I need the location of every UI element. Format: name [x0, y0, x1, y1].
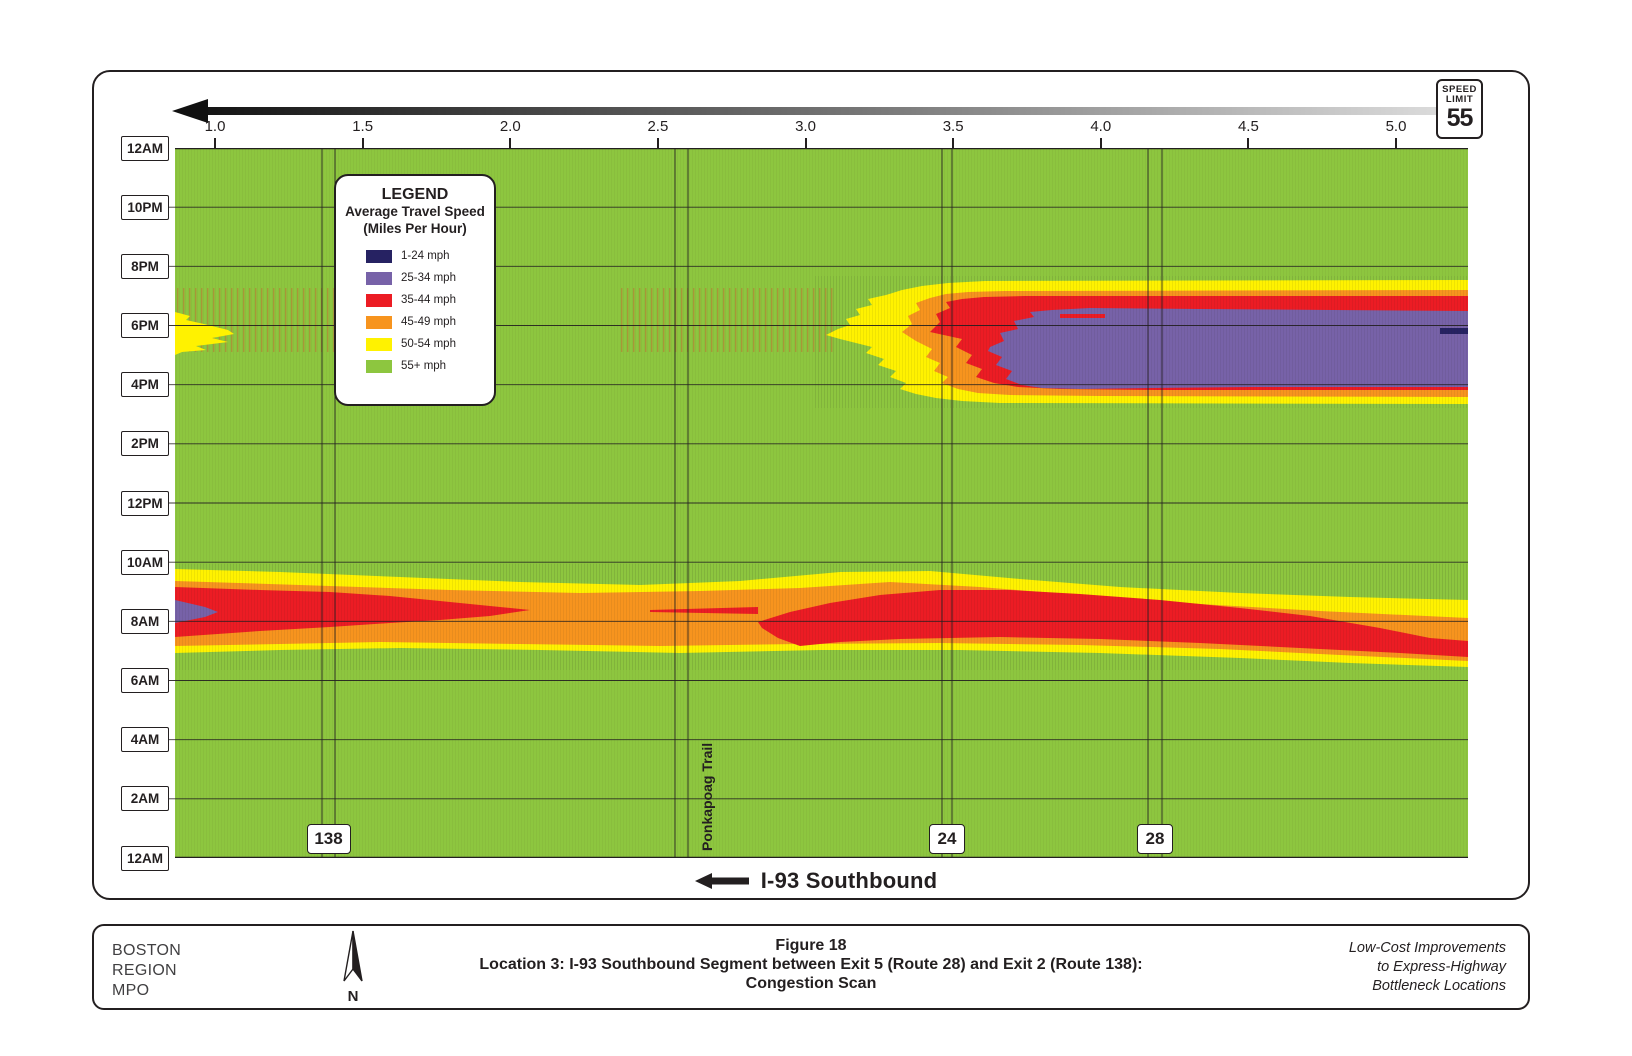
figure-subtitle: Congestion Scan: [745, 975, 877, 992]
legend-item-label: 50-54 mph: [401, 338, 456, 351]
north-arrow-icon: [343, 930, 363, 982]
southbound-arrow-icon: [694, 873, 749, 889]
credit-line-3: Bottleneck Locations: [1372, 978, 1506, 994]
time-label-box: 4PM: [121, 372, 169, 398]
speed-sign-value: 55: [1446, 104, 1474, 132]
time-label-box: 2AM: [121, 786, 169, 812]
band-texture: [175, 564, 1468, 670]
time-label-box: 6AM: [121, 668, 169, 693]
congestion-heatmap: [165, 148, 1468, 858]
legend-title: LEGEND: [381, 186, 449, 203]
arrow-shaft: [200, 107, 1446, 115]
band-texture: [815, 276, 1468, 408]
legend-item: 55+ mph: [366, 359, 486, 373]
mile-label: 3.0: [795, 118, 816, 135]
agency-name: BOSTON REGION MPO: [112, 941, 181, 1001]
legend-subtitle-units: (Miles Per Hour): [363, 220, 467, 236]
time-label-box: 12PM: [121, 490, 169, 516]
mile-label: 2.0: [499, 118, 521, 135]
north-arrow: N: [340, 929, 366, 1005]
time-label-box: 8AM: [121, 608, 169, 634]
legend-item-label: 25-34 mph: [401, 272, 456, 285]
mile-tick: [804, 138, 807, 148]
speed-sign-word-limit: LIMIT: [1445, 93, 1474, 105]
legend-swatch-red: [366, 293, 392, 307]
distance-direction-arrow: [172, 99, 1446, 123]
mile-tick: [361, 138, 364, 148]
time-label-box: 12AM: [121, 135, 169, 161]
fringe-stripes: [620, 288, 835, 352]
legend-item-label: 35-44 mph: [401, 294, 456, 307]
legend-item-label: 55+ mph: [401, 360, 447, 373]
pm-west-yellow-tongue: [175, 312, 234, 355]
speed-sign-word-speed: SPEED: [1442, 84, 1477, 95]
legend-swatch-navy: [366, 249, 392, 263]
time-label-box: 10PM: [121, 194, 169, 220]
mile-label: 4.5: [1237, 118, 1259, 135]
time-label-box: 8PM: [121, 253, 169, 279]
figure-location: Location 3: I-93 Southbound Segment betw…: [479, 956, 1143, 973]
mile-label: 3.5: [942, 118, 964, 135]
legend-item: 1-24 mph: [366, 249, 486, 263]
direction-caption: I-93 Southbound: [0, 868, 1632, 895]
legend-item: 25-34 mph: [366, 271, 486, 285]
mile-label: 4.0: [1090, 118, 1112, 135]
arrow-head: [172, 99, 208, 123]
credit-line-2: to Express-Highway: [1377, 959, 1506, 975]
mile-tick: [656, 138, 659, 148]
mile-tick: [1247, 138, 1250, 148]
agency-line-2: REGION: [112, 962, 177, 979]
legend-swatch-green: [366, 359, 392, 373]
legend-subtitle: Average Travel Speed: [345, 204, 485, 219]
time-label-box: 10AM: [121, 549, 169, 575]
legend-item: 45-49 mph: [366, 315, 486, 329]
direction-label: I-93 Southbound: [760, 868, 938, 893]
mile-tick: [214, 138, 216, 148]
legend-item-label: 45-49 mph: [401, 316, 456, 329]
speed-limit-sign: SPEED LIMIT 55: [1436, 79, 1483, 139]
legend-item: 35-44 mph: [366, 293, 486, 307]
route-badge-138: 138: [306, 824, 351, 854]
legend-item-label: 1-24 mph: [401, 250, 450, 263]
time-label-box: 6PM: [121, 313, 169, 338]
route-badge-28: 28: [1137, 824, 1173, 854]
mile-label: 1.0: [204, 118, 226, 135]
mile-label: 1.5: [352, 118, 374, 135]
time-label-box: 4AM: [121, 727, 169, 753]
legend-swatch-orange: [366, 315, 392, 329]
mile-tick: [952, 138, 955, 148]
legend-swatch-yellow: [366, 337, 392, 351]
agency-line-1: BOSTON: [112, 942, 182, 959]
legend-box: LEGEND Average Travel Speed (Miles Per H…: [334, 174, 496, 406]
legend-items: 1-24 mph 25-34 mph 35-44 mph 45-49 mph 50-54…: [344, 249, 486, 373]
mile-label: 2.5: [647, 118, 669, 135]
report-credit: Low-Cost Improvements to Express-Highway…: [1349, 939, 1506, 996]
footer-panel: [92, 924, 1530, 1010]
time-label-box: 12AM: [121, 845, 169, 871]
trail-label: Ponkapoag Trail: [699, 742, 715, 851]
north-label: N: [347, 988, 359, 1005]
mile-tick: [1099, 138, 1102, 148]
legend-item: 50-54 mph: [366, 337, 486, 351]
route-badge-24: 24: [929, 824, 965, 854]
credit-line-1: Low-Cost Improvements: [1348, 940, 1506, 956]
figure-number: Figure 18: [775, 937, 847, 954]
time-label-box: 2PM: [121, 431, 169, 457]
figure-title: Figure 18 Location 3: I-93 Southbound Se…: [466, 936, 1156, 993]
mile-tick: [509, 138, 512, 148]
legend-swatch-purple: [366, 271, 392, 285]
mile-label: 5.0: [1385, 118, 1407, 135]
agency-line-3: MPO: [112, 982, 150, 999]
mile-tick: [1395, 138, 1397, 148]
